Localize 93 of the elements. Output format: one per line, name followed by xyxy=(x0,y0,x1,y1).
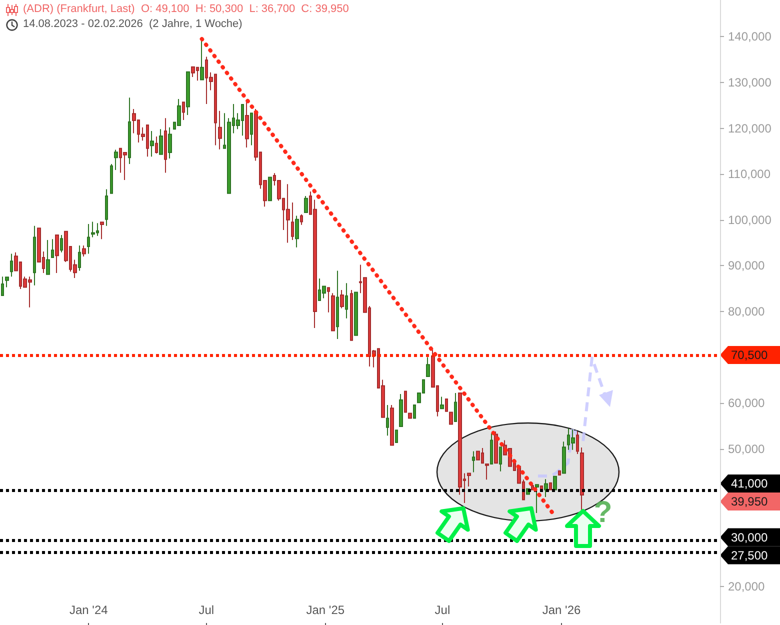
candlestick xyxy=(182,102,185,121)
candlestick xyxy=(110,163,113,194)
candlestick xyxy=(490,432,493,465)
candlestick xyxy=(105,188,108,226)
x-tick-label: Jan '24 xyxy=(69,603,108,617)
candlestick xyxy=(186,71,190,116)
candlestick xyxy=(55,234,59,274)
x-tick-label: Jan '25 xyxy=(306,603,345,617)
candlestick xyxy=(78,245,81,272)
y-tick-label: 120,000 xyxy=(728,121,772,136)
candlestick xyxy=(345,282,348,319)
candlestick xyxy=(123,152,127,181)
candlestick xyxy=(250,112,253,146)
y-tick-label: 140,000 xyxy=(728,30,772,44)
x-tick-label: Jan '26 xyxy=(542,603,581,617)
ref-line-label: 41,000 xyxy=(731,476,768,491)
candlestick xyxy=(576,431,579,454)
candlestick xyxy=(291,202,294,241)
candlestick xyxy=(390,404,394,446)
candlestick xyxy=(10,253,13,278)
candlestick xyxy=(445,398,448,412)
candlestick xyxy=(571,429,575,450)
candlestick xyxy=(218,110,222,150)
ref-line-label: 30,000 xyxy=(731,530,768,544)
candlestick xyxy=(535,484,539,514)
annotation: ? xyxy=(594,496,612,529)
text: 39,950 xyxy=(731,494,768,509)
candlestick xyxy=(300,214,303,226)
candlestick xyxy=(304,196,308,214)
candlestick xyxy=(155,136,158,154)
candlestick xyxy=(399,393,403,427)
candlestick xyxy=(286,184,290,244)
candlestick xyxy=(100,222,104,240)
candlestick xyxy=(544,478,548,498)
candlestick xyxy=(159,128,163,155)
ref-line-label: 70,500 xyxy=(731,348,768,362)
candlestick xyxy=(485,464,489,480)
y-tick-label: 60,000 xyxy=(728,396,766,410)
candlestick xyxy=(87,224,90,254)
candlestick xyxy=(553,476,557,490)
candlestick xyxy=(449,412,453,425)
candlestick xyxy=(268,176,272,202)
y-tick-label: 80,000 xyxy=(728,304,766,318)
y-tick-label: 90,000 xyxy=(728,258,766,273)
candlestick xyxy=(168,126,172,159)
candlestick xyxy=(295,215,299,248)
candlestick xyxy=(476,450,480,460)
candlestick xyxy=(200,38,204,80)
candlestick xyxy=(472,450,475,473)
candlestick xyxy=(413,404,416,419)
candlestick xyxy=(46,240,50,275)
candlestick xyxy=(82,245,86,258)
candlestick xyxy=(440,396,444,410)
candlestick xyxy=(494,431,498,464)
candlestick xyxy=(340,289,344,309)
candlestick xyxy=(580,447,584,510)
candlestick xyxy=(1,276,4,296)
candlestick xyxy=(191,66,195,78)
candlestick xyxy=(60,234,63,253)
y-tick-label: 50,000 xyxy=(728,442,766,456)
candlestick xyxy=(386,404,389,436)
y-tick-label: 110,000 xyxy=(728,167,771,182)
x-tick-label: Jul xyxy=(434,603,450,617)
candlestick xyxy=(164,118,167,174)
candlestick xyxy=(395,430,398,444)
candlestick xyxy=(33,225,36,286)
candlestick xyxy=(245,102,249,148)
chart-title: (ADR) (Frankfurt, Last) O: 49,100 H: 50,300 L: 36,700 C: 39,950 xyxy=(23,2,349,17)
candlestick xyxy=(426,356,430,378)
candlestick xyxy=(331,292,335,332)
candlestick xyxy=(150,130,154,158)
y-tick-label: 20,000 xyxy=(728,579,766,594)
candlestick xyxy=(5,276,9,288)
candlestick xyxy=(177,98,181,126)
candlestick xyxy=(327,287,330,313)
candlestick xyxy=(562,441,566,474)
candlestick xyxy=(350,289,353,341)
candlestick xyxy=(499,446,502,472)
candlestick xyxy=(454,392,457,422)
candlestick xyxy=(336,270,339,340)
candlestick xyxy=(549,482,552,490)
candlestick xyxy=(467,472,471,487)
candlestick xyxy=(114,149,118,170)
candlestick xyxy=(51,238,54,258)
candlestick xyxy=(354,292,358,336)
candlestick xyxy=(91,221,95,238)
text: 14.08.2023 - 02.02.2026 (2 Jahre, 1 Woche) xyxy=(23,17,242,32)
candlestick xyxy=(128,97,131,164)
candlestick xyxy=(558,470,561,476)
ref-line-label: 27,500 xyxy=(731,548,768,562)
y-tick-label: 130,000 xyxy=(728,75,772,90)
y-tick-label: 100,000 xyxy=(728,212,772,227)
x-tick-label: Jul xyxy=(198,603,214,617)
